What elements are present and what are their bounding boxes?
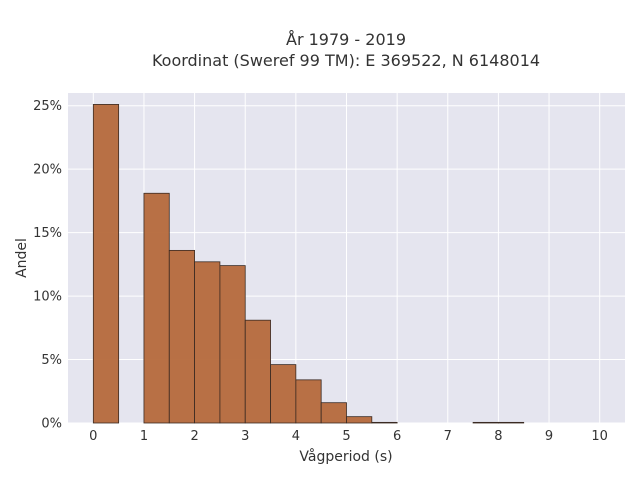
histogram-bar-2 [168,249,195,424]
x-tick-label: 2 [190,429,198,444]
histogram-bar-4 [219,265,246,424]
x-tick-label: 4 [292,429,300,444]
histogram-bar-10 [371,421,398,424]
histogram-bar-9 [346,416,373,424]
y-tick-label: 10% [33,290,62,305]
histogram-bar-11 [472,421,499,424]
x-tick-label: 3 [241,429,249,444]
y-tick-label: 15% [33,226,62,241]
x-axis-label: Vågperiod (s) [299,448,392,465]
grid-lines [68,93,625,424]
y-tick-label: 20% [33,163,62,178]
histogram-bar-8 [320,402,347,424]
x-tick-label: 8 [494,429,502,444]
x-tick-labels: 0 1 2 3 4 5 6 7 8 9 10 [89,429,608,444]
y-tick-labels: 0% 5% 10% 15% 20% 25% [33,99,62,431]
x-tick-label: 0 [89,429,97,444]
x-tick-label: 9 [545,429,553,444]
x-tick-label: 6 [393,429,401,444]
histogram-bar-5 [244,319,271,424]
x-tick-label: 5 [342,429,350,444]
x-tick-label: 7 [444,429,452,444]
bars [92,104,525,424]
y-tick-label: 0% [41,417,62,432]
histogram-bar-3 [194,261,221,424]
y-tick-label: 25% [33,99,62,114]
histogram-bar-1 [143,192,170,424]
y-tick-label: 5% [41,353,62,368]
histogram-bar-7 [295,379,322,424]
y-axis-label: Andel [14,238,30,278]
chart-title-line-1: År 1979 - 2019 [286,30,406,49]
x-tick-label: 1 [140,429,148,444]
chart-title-line-2: Koordinat (Sweref 99 TM): E 369522, N 61… [152,51,540,70]
histogram-bar-0 [92,104,120,424]
histogram-bar-6 [270,364,297,424]
x-tick-label: 10 [591,429,608,444]
histogram-bar-12 [498,421,525,424]
